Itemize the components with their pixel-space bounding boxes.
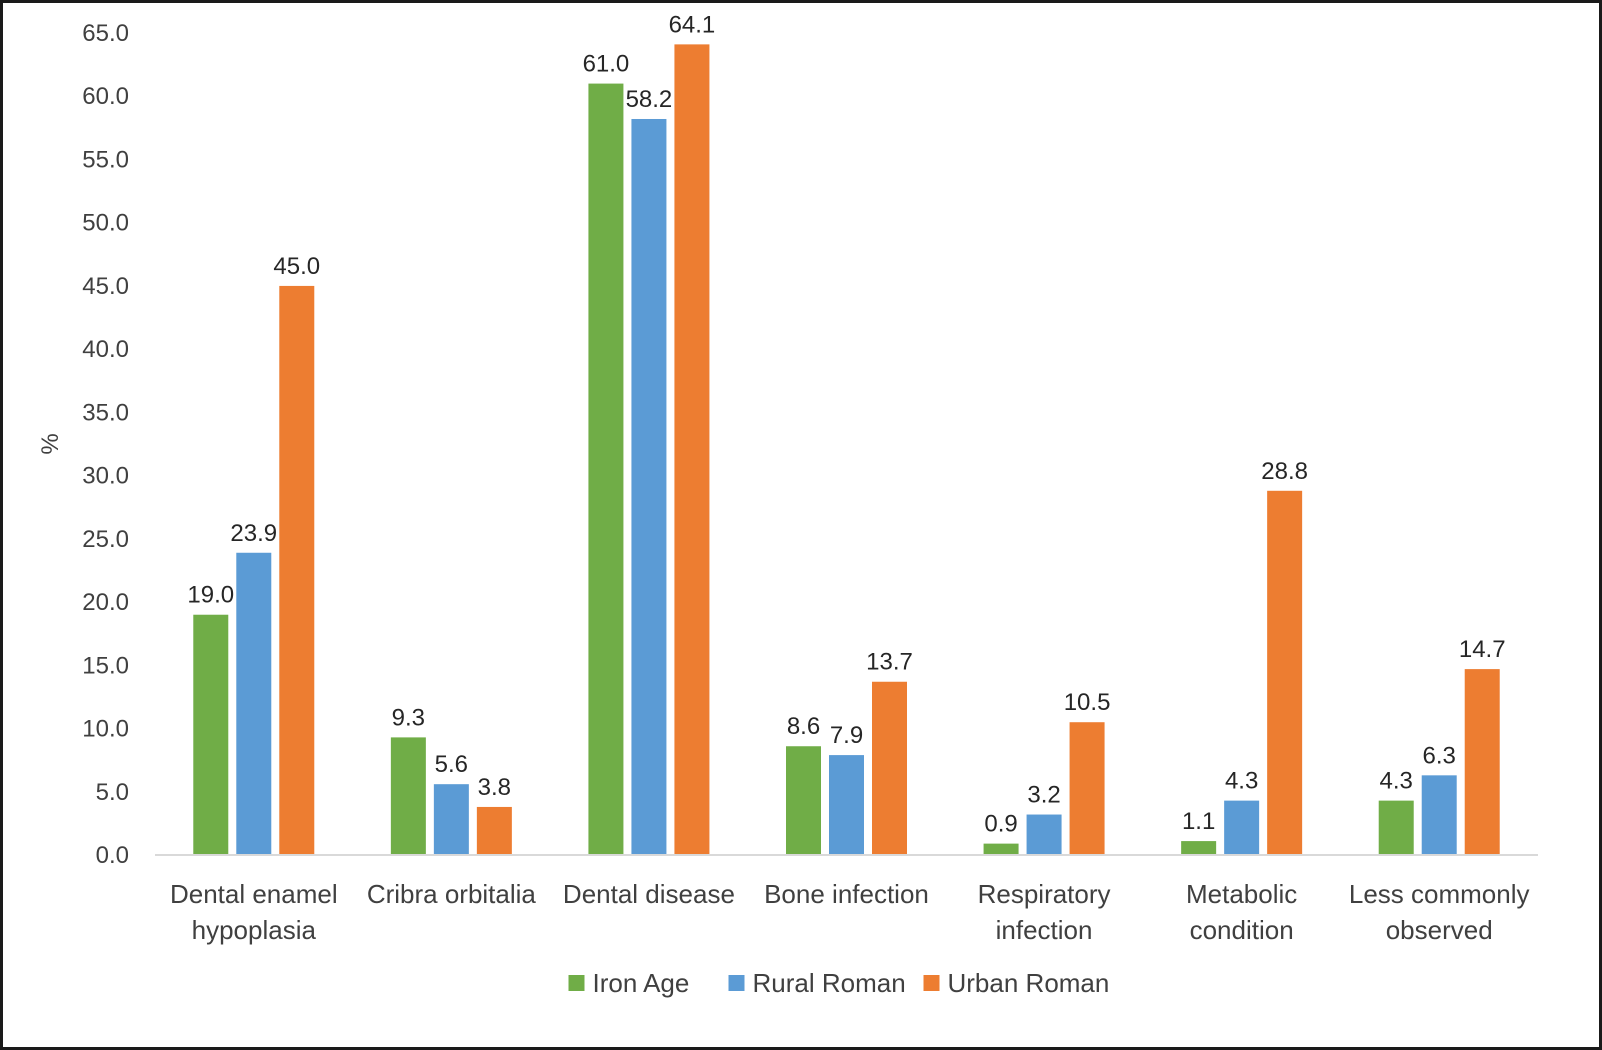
x-tick-label: Bone infection [764,879,929,909]
bar [588,83,624,856]
data-label: 4.3 [1225,768,1258,795]
legend-swatch [923,975,940,991]
x-tick-label: observed [1386,915,1493,945]
data-label: 7.9 [830,722,863,749]
bar [236,552,272,855]
x-tick-label: Cribra orbitalia [367,879,537,909]
data-label: 14.7 [1459,636,1506,663]
bar [1181,841,1217,855]
y-tick-label: 55.0 [82,146,129,173]
x-axis: Dental enamel hypoplasia Cribra orbitalia D… [155,854,1538,945]
y-tick-label: 0.0 [96,842,129,869]
x-tick-label: hypoplasia [192,915,317,945]
bar [1421,775,1457,855]
data-label: 61.0 [583,51,630,78]
bar [1378,800,1414,855]
x-tick-label: Respiratory [978,879,1111,909]
bar [631,118,667,856]
y-tick-label: 10.0 [82,716,129,743]
data-label: 3.2 [1027,782,1060,809]
y-axis: 0.0 5.0 10.0 15.0 20.0 25.0 30.0 35.0 40.0 45.0 50… [37,20,129,869]
data-label: 0.9 [984,811,1017,838]
x-tick-label: Metabolic [1186,879,1297,909]
bar [476,806,512,855]
y-tick-label: 35.0 [82,399,129,426]
data-label: 4.3 [1380,768,1413,795]
legend-entry: Rural Roman [753,968,906,998]
y-axis-label: % [37,433,64,454]
data-label: 19.0 [187,582,234,609]
data-label: 45.0 [273,253,320,280]
bar [1224,800,1260,855]
data-label: 10.5 [1064,689,1111,716]
data-label: 3.8 [478,774,511,801]
bar [1069,722,1105,855]
y-tick-label: 40.0 [82,336,129,363]
data-label: 13.7 [866,649,913,676]
x-tick-label: Less commonly [1349,879,1530,909]
bar-chart: 0.0 5.0 10.0 15.0 20.0 25.0 30.0 35.0 40.0 45.0 50… [37,11,1538,998]
bar [674,44,710,856]
bar [1026,814,1062,855]
data-label: 28.8 [1261,458,1308,485]
bar [829,755,864,855]
y-tick-label: 45.0 [82,273,129,300]
x-tick-label: infection [996,915,1093,945]
bar [433,784,469,855]
data-label: 64.1 [669,11,716,38]
y-tick-label: 65.0 [82,20,129,47]
y-tick-label: 20.0 [82,589,129,616]
bar [279,285,315,855]
data-label: 6.3 [1423,742,1456,769]
y-tick-label: 5.0 [96,779,129,806]
data-label: 5.6 [435,751,468,778]
y-tick-label: 15.0 [82,652,129,679]
legend: Iron Age Rural Roman Urban Roman [568,968,1110,998]
y-tick-label: 50.0 [82,210,129,237]
data-label: 8.6 [787,713,820,740]
data-label: 1.1 [1182,808,1215,835]
bar [786,746,821,855]
bar [872,681,907,855]
bar [193,614,229,855]
y-tick-label: 25.0 [82,526,129,553]
legend-swatch [728,975,745,991]
bar [1464,669,1500,855]
data-label: 23.9 [230,520,277,547]
legend-swatch [568,975,585,991]
data-label: 58.2 [626,86,673,113]
x-tick-label: Dental disease [563,879,735,909]
legend-entry: Urban Roman [948,968,1110,998]
x-tick-label: condition [1190,915,1294,945]
y-tick-label: 30.0 [82,463,129,490]
bar [1267,490,1303,855]
legend-entry: Iron Age [593,968,690,998]
data-label: 9.3 [392,704,425,731]
x-tick-label: Dental enamel [170,879,338,909]
bar [390,737,426,855]
y-tick-label: 60.0 [82,83,129,110]
bars: 19.0 23.9 45.0 9.3 5.6 3.8 61.0 58.2 64.1 8.6 7.9 1… [187,11,1506,856]
bar [983,843,1019,855]
